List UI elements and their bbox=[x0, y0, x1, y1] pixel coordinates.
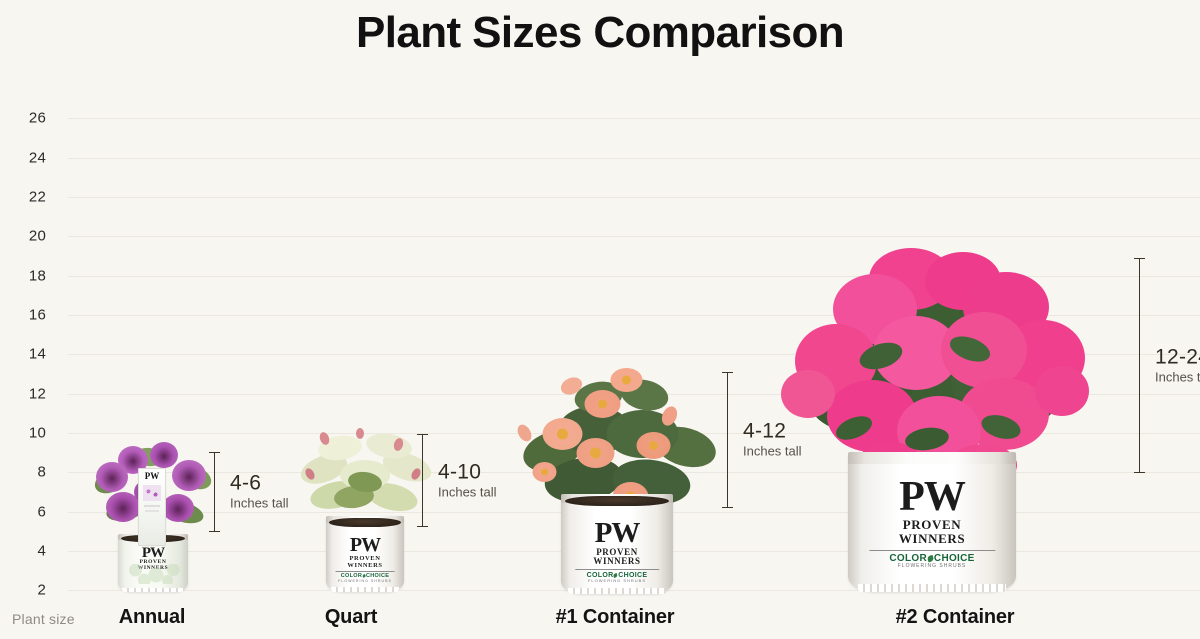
plant-annual: PW PW PROVEN WINNERS bbox=[78, 440, 228, 592]
gridline bbox=[68, 315, 1200, 316]
page-title: Plant Sizes Comparison bbox=[355, 8, 845, 57]
bracket-unit: Inches tall bbox=[438, 484, 497, 500]
pw-name-line1: PROVEN bbox=[139, 559, 167, 566]
container2-pot-label: PW PROVEN WINNERS COLOR CHOICE FLOWERING … bbox=[851, 474, 1012, 570]
x-axis: Plant size Annual Quart #1 Container #2 … bbox=[0, 595, 1200, 639]
bracket-range: 4-12 bbox=[743, 419, 787, 443]
x-category-label-container-1: #1 Container bbox=[555, 606, 675, 628]
y-tick-label: 22 bbox=[28, 188, 46, 206]
plant-container-2: PW PROVEN WINNERS COLOR CHOICE FLOWERING … bbox=[772, 246, 1092, 594]
container2-pot: PW PROVEN WINNERS COLOR CHOICE FLOWERING … bbox=[848, 452, 1016, 592]
quart-pot: PW PROVEN WINNERS COLOR CHOICE FLOWERING … bbox=[326, 516, 404, 592]
pw-mark: PW bbox=[594, 517, 641, 549]
x-category-label-container-2: #2 Container bbox=[895, 606, 1015, 628]
gridline bbox=[68, 158, 1200, 159]
colorchoice-badge-sub: FLOWERING SHRUBS bbox=[338, 579, 392, 584]
pw-mark: PW bbox=[141, 545, 165, 561]
plant-container-1: PW PROVEN WINNERS COLOR CHOICE FLOWERING … bbox=[512, 366, 722, 594]
pw-name-line1: PROVEN bbox=[349, 555, 381, 562]
y-tick-label: 14 bbox=[28, 345, 46, 363]
pw-name-line2: WINNERS bbox=[593, 556, 641, 567]
annual-plant-tag: PW bbox=[138, 468, 166, 546]
gridline bbox=[68, 197, 1200, 198]
y-tick-label: 16 bbox=[28, 306, 46, 324]
colorchoice-badge-text: COLOR CHOICE bbox=[889, 552, 975, 564]
pw-name-line1: PROVEN bbox=[902, 516, 962, 532]
y-tick-label: 4 bbox=[37, 542, 46, 560]
pw-mark: PW bbox=[349, 534, 381, 556]
pw-name-line2: WINNERS bbox=[898, 530, 966, 546]
x-axis-title: Plant size bbox=[12, 611, 75, 627]
gridline bbox=[68, 236, 1200, 237]
quart-foliage bbox=[290, 428, 440, 520]
y-tick-label: 8 bbox=[37, 463, 46, 481]
plot-area: 26 24 22 20 18 16 14 12 10 8 6 4 2 bbox=[28, 109, 1200, 599]
y-tick-label: 6 bbox=[37, 503, 46, 521]
plant-quart: PW PROVEN WINNERS COLOR CHOICE FLOWERING … bbox=[285, 428, 445, 593]
y-tick-label: 10 bbox=[28, 424, 46, 442]
container1-foliage bbox=[514, 366, 721, 516]
bracket-range: 4-6 bbox=[230, 471, 262, 495]
bracket-range: 12-24 bbox=[1155, 345, 1200, 369]
x-category-label-annual: Annual bbox=[118, 606, 186, 628]
pw-mark: PW bbox=[899, 474, 966, 520]
pw-name-line2: WINNERS bbox=[347, 562, 383, 570]
container1-pot-label: PW PROVEN WINNERS COLOR CHOICE FLOWERING … bbox=[563, 517, 671, 584]
y-tick-label: 12 bbox=[28, 385, 46, 403]
bracket-unit: Inches tall bbox=[1155, 369, 1200, 385]
colorchoice-badge-sub: FLOWERING SHRUBS bbox=[587, 578, 647, 584]
gridline bbox=[68, 276, 1200, 277]
pw-name-line1: PROVEN bbox=[596, 546, 638, 557]
colorchoice-badge-sub: FLOWERING SHRUBS bbox=[897, 563, 967, 570]
colorchoice-badge-text: COLOR CHOICE bbox=[340, 573, 390, 580]
quart-pot-label: PW PROVEN WINNERS COLOR CHOICE FLOWERING … bbox=[328, 534, 403, 584]
colorchoice-badge: COLOR CHOICE bbox=[563, 572, 671, 579]
y-tick-label: 20 bbox=[28, 227, 46, 245]
colorchoice-badge: COLOR CHOICE bbox=[328, 574, 403, 580]
bracket-unit: Inches tall bbox=[230, 495, 289, 511]
gridline bbox=[68, 354, 1200, 355]
bracket-unit: Inches tall bbox=[743, 443, 802, 459]
y-tick-label: 18 bbox=[28, 267, 46, 285]
y-tick-label: 24 bbox=[28, 149, 46, 167]
y-tick-label: 2 bbox=[37, 581, 46, 599]
x-category-label-quart: Quart bbox=[324, 606, 378, 628]
colorchoice-badge: COLOR CHOICE bbox=[851, 552, 1012, 565]
y-tick-label: 26 bbox=[28, 109, 46, 127]
gridline bbox=[68, 118, 1200, 119]
colorchoice-badge-text: COLOR CHOICE bbox=[586, 571, 648, 579]
container1-pot: PW PROVEN WINNERS COLOR CHOICE FLOWERING … bbox=[561, 494, 673, 594]
bracket-range: 4-10 bbox=[438, 460, 482, 484]
